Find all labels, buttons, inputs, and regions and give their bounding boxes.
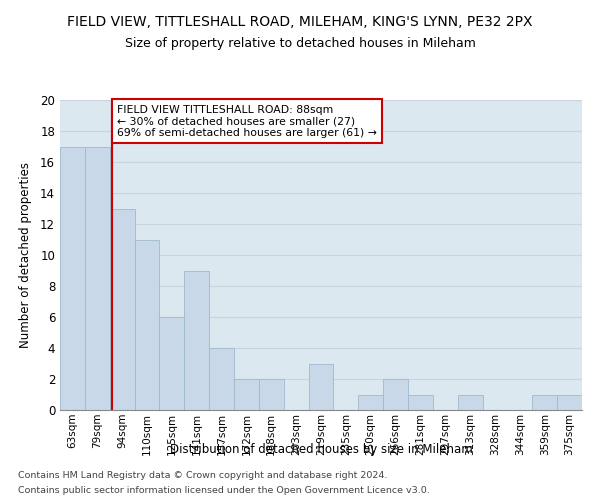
Bar (308, 364, 334, 410)
Bar (134, 240, 160, 410)
Text: Size of property relative to detached houses in Mileham: Size of property relative to detached ho… (125, 38, 475, 51)
Bar (557, 394, 582, 410)
Text: Contains HM Land Registry data © Crown copyright and database right 2024.: Contains HM Land Registry data © Crown c… (18, 471, 388, 480)
Text: Contains public sector information licensed under the Open Government Licence v3: Contains public sector information licen… (18, 486, 430, 495)
Bar (358, 394, 383, 410)
Bar (209, 348, 234, 410)
Bar (85, 146, 110, 410)
Bar (160, 317, 184, 410)
Bar (408, 394, 433, 410)
Bar (60, 146, 85, 410)
Bar (110, 208, 134, 410)
Text: FIELD VIEW, TITTLESHALL ROAD, MILEHAM, KING'S LYNN, PE32 2PX: FIELD VIEW, TITTLESHALL ROAD, MILEHAM, K… (67, 15, 533, 29)
Bar (184, 270, 209, 410)
Bar (234, 379, 259, 410)
Bar (458, 394, 482, 410)
Bar (259, 379, 284, 410)
Bar (383, 379, 408, 410)
Text: FIELD VIEW TITTLESHALL ROAD: 88sqm
← 30% of detached houses are smaller (27)
69%: FIELD VIEW TITTLESHALL ROAD: 88sqm ← 30%… (117, 104, 377, 138)
Bar (532, 394, 557, 410)
Y-axis label: Number of detached properties: Number of detached properties (19, 162, 32, 348)
Text: Distribution of detached houses by size in Mileham: Distribution of detached houses by size … (170, 442, 472, 456)
